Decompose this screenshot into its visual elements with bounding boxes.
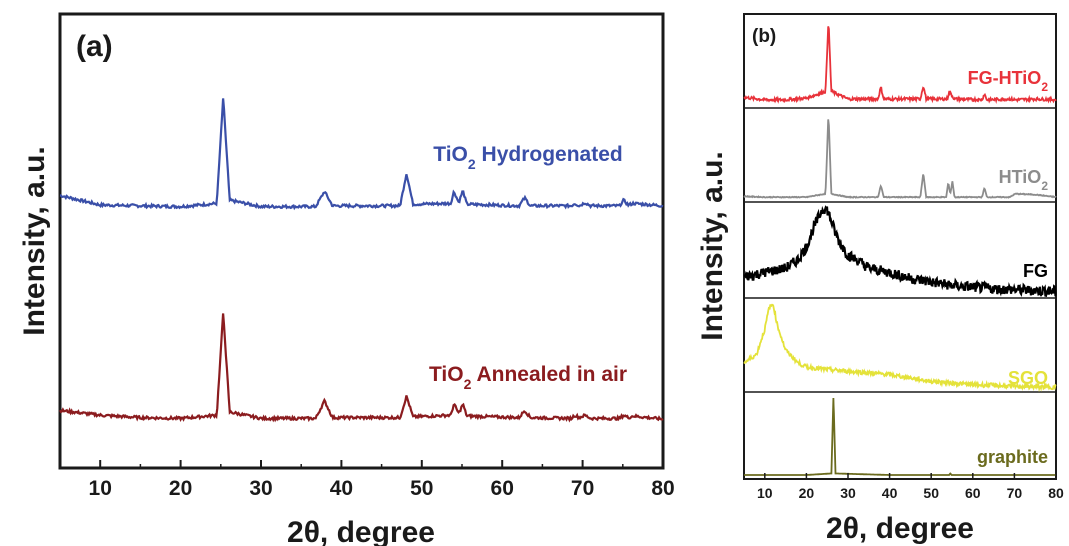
panel-b-subpanel-dividers <box>744 107 1056 393</box>
panel-a-x-axis-label: 2θ, degree <box>287 516 435 546</box>
panel-b-series-line-0 <box>743 26 1057 105</box>
panel-b-x-tick-label-0: 10 <box>757 485 773 501</box>
panel-a-x-ticks: 10 20 30 40 50 60 70 80 <box>59 460 675 500</box>
panel-b-series-label-main-3: SGO <box>1008 368 1048 388</box>
panel-b-x-tick-label-5: 60 <box>965 485 981 501</box>
panel-a-x-tick-label-1: 20 <box>169 477 192 500</box>
panel-b-series-line-1 <box>743 119 1057 200</box>
panel-a-series-label-main-1: TiO <box>429 363 464 386</box>
panel-b-series <box>743 26 1057 476</box>
panel-a-series-line-1 <box>59 313 664 423</box>
panel-a-series-label-sub-1: 2 <box>464 376 472 392</box>
panel-a-x-tick-label-4: 50 <box>410 477 433 500</box>
panel-b-x-tick-label-2: 30 <box>840 485 856 501</box>
panel-b-series-line-3 <box>743 303 1057 393</box>
panel-a-x-tick-label-6: 70 <box>571 477 594 500</box>
panel-b-series-label-2: FG <box>1023 261 1048 281</box>
panel-a-series-label-rest-0: Hydrogenated <box>476 143 623 166</box>
panel-b-label: (b) <box>752 26 776 47</box>
panel-b-plot-frame <box>743 13 1057 480</box>
panel-b-series-label-main-4: graphite <box>977 447 1048 467</box>
panel-a-x-tick-label-3: 40 <box>330 477 353 500</box>
panel-b-series-label-4: graphite <box>977 447 1048 467</box>
panel-b-x-axis-label: 2θ, degree <box>826 512 974 545</box>
panel-b-series-label-3: SGO <box>1008 368 1048 388</box>
panel-a-series-line-0 <box>59 98 664 211</box>
panel-b-series-label-0: FG-HTiO2 <box>968 68 1049 94</box>
panel-b-x-tick-label-1: 20 <box>799 485 815 501</box>
panel-b-series-label-main-1: HTiO <box>999 167 1042 187</box>
panel-b-series-label-1: HTiO2 <box>999 167 1049 193</box>
panel-a-series <box>59 98 664 423</box>
panel-b-series-line-4 <box>744 397 1056 476</box>
panel-b-x-tick-label-6: 70 <box>1007 485 1023 501</box>
panel-a-plot-frame <box>58 12 665 470</box>
panel-b-series-label-main-0: FG-HTiO <box>968 68 1042 88</box>
panel-b-x-ticks: 10 20 30 40 50 60 70 80 <box>757 473 1064 501</box>
panel-a-x-tick-label-0: 10 <box>89 477 112 500</box>
panel-a-series-label-rest-1: Annealed in air <box>471 363 627 386</box>
panel-b-y-axis-label: Intensity, a.u. <box>696 151 729 340</box>
panel-b-x-tick-label-7: 80 <box>1048 485 1064 501</box>
panel-a-x-tick-label-2: 30 <box>249 477 272 500</box>
panel-a-x-tick-label-5: 60 <box>491 477 514 500</box>
panel-a-y-axis-label: Intensity, a.u. <box>18 146 51 335</box>
panel-a-series-label-main-0: TiO <box>433 143 468 166</box>
panel-b-series-label-sub-0: 2 <box>1041 80 1048 94</box>
panel-b-series-label-sub-1: 2 <box>1041 179 1048 193</box>
panel-b-x-tick-label-4: 50 <box>923 485 939 501</box>
panel-b-series-line-2 <box>743 205 1057 298</box>
panel-a-series-label-1: TiO2 Annealed in air <box>429 363 627 392</box>
panel-a-series-label-sub-0: 2 <box>468 156 476 172</box>
panel-b-x-tick-label-3: 40 <box>882 485 898 501</box>
panel-a-series-label-0: TiO2 Hydrogenated <box>433 143 622 172</box>
panel-b-series-label-main-2: FG <box>1023 261 1048 281</box>
panel-a-x-tick-label-7: 80 <box>651 477 674 500</box>
panel-a-label: (a) <box>76 30 113 63</box>
